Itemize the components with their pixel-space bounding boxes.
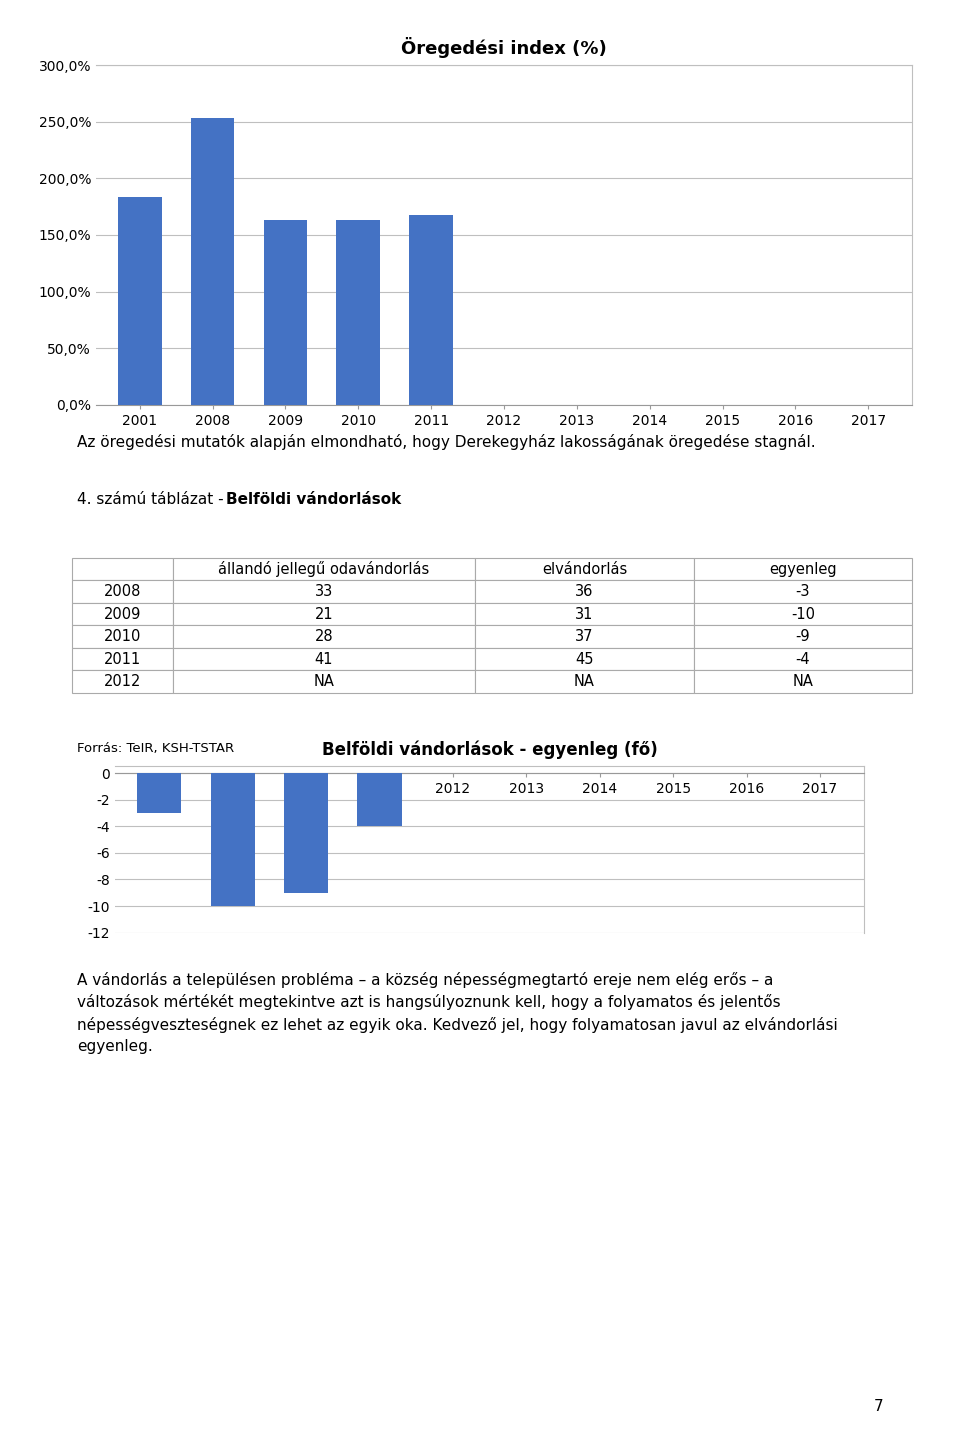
Bar — [118, 197, 161, 405]
Bar — [409, 214, 453, 405]
Text: 4. számú táblázat -: 4. számú táblázat - — [77, 492, 228, 506]
Title: Belföldi vándorlások - egyenleg (fő): Belföldi vándorlások - egyenleg (fő) — [322, 740, 658, 759]
Bar — [137, 774, 181, 813]
Text: Belföldi vándorlások: Belföldi vándorlások — [226, 492, 401, 506]
Title: Öregedési index (%): Öregedési index (%) — [401, 38, 607, 58]
Text: Az öregedési mutatók alapján elmondható, hogy Derekegyház lakosságának öregedése: Az öregedési mutatók alapján elmondható,… — [77, 434, 815, 450]
Text: A vándorlás a településen probléma – a község népességmegtartó ereje nem elég er: A vándorlás a településen probléma – a k… — [77, 972, 837, 1054]
Text: 7: 7 — [874, 1400, 883, 1414]
Bar — [284, 774, 328, 892]
Bar — [336, 220, 380, 405]
Bar — [191, 119, 234, 405]
Text: Forrás: TeIR, KSH-TSTAR: Forrás: TeIR, KSH-TSTAR — [77, 742, 234, 755]
Bar — [210, 774, 254, 907]
Bar — [357, 774, 401, 826]
Bar — [264, 220, 307, 405]
